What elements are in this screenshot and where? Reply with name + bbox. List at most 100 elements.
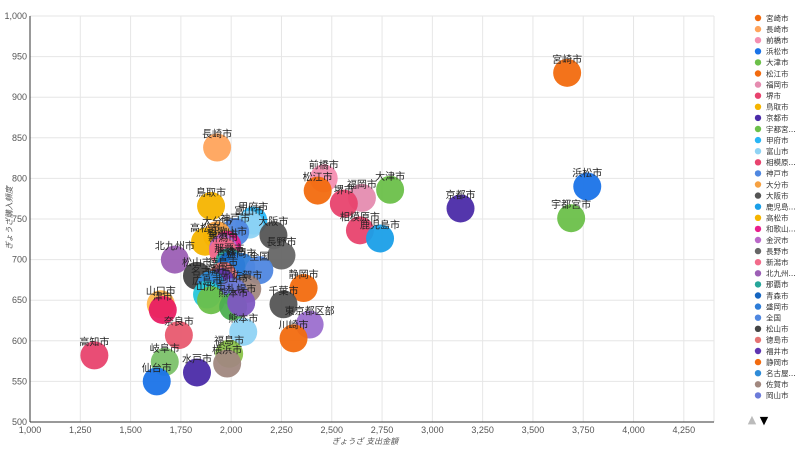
data-point-label: 大阪市 xyxy=(258,215,288,228)
legend-label: 青森市 xyxy=(766,290,789,300)
data-point-label: 前橋市 xyxy=(309,158,339,171)
legend-label: 金沢市 xyxy=(766,235,789,245)
legend-item[interactable]: 相模原... xyxy=(754,157,796,167)
x-axis-title: ぎょうざ 支出金額 xyxy=(332,437,400,446)
data-point[interactable] xyxy=(80,341,109,370)
legend-item[interactable]: 福井市 xyxy=(754,346,789,356)
legend-item[interactable]: 甲府市 xyxy=(754,135,789,145)
legend-swatch xyxy=(754,292,762,299)
legend-swatch xyxy=(754,370,762,377)
legend-item[interactable]: 福岡市 xyxy=(754,79,789,89)
legend-swatch xyxy=(754,25,762,33)
data-point[interactable] xyxy=(573,172,602,201)
legend-swatch xyxy=(754,181,762,188)
data-point[interactable] xyxy=(148,295,177,324)
data-point-label: 札幌市 xyxy=(226,283,256,296)
data-point[interactable] xyxy=(142,367,171,396)
legend-item[interactable]: 神戸市 xyxy=(754,168,789,178)
data-point-label: 堺市 xyxy=(334,184,354,197)
legend-label: 松山市 xyxy=(766,324,789,334)
legend-label: 甲府市 xyxy=(766,135,789,145)
legend-page-down-button[interactable]: ▼ xyxy=(760,414,769,427)
legend-item[interactable]: 盛岡市 xyxy=(754,301,789,311)
legend-item[interactable]: 佐賀市 xyxy=(754,379,789,389)
data-point[interactable] xyxy=(553,58,582,87)
legend-item[interactable]: 長崎市 xyxy=(754,24,789,34)
data-point-label: 福島市 xyxy=(214,334,244,347)
legend-item[interactable]: 富山市 xyxy=(754,146,789,156)
y-tick-label: 1,000 xyxy=(4,11,27,21)
legend-swatch xyxy=(754,92,762,99)
data-point-label: 大津市 xyxy=(375,170,405,183)
legend-item[interactable]: 青森市 xyxy=(754,290,789,300)
data-point-label: 新潟市 xyxy=(208,231,238,244)
data-point-label: 横浜市 xyxy=(212,344,242,357)
legend-item[interactable]: 京都市 xyxy=(754,113,789,123)
legend-item[interactable]: 長野市 xyxy=(754,246,789,256)
data-point-label: 佐賀市 xyxy=(232,269,262,282)
data-point[interactable] xyxy=(160,245,189,274)
legend-label: 相模原... xyxy=(766,157,796,167)
data-point-label: 大分市 xyxy=(202,215,232,228)
data-point[interactable] xyxy=(376,175,405,204)
legend-label: 岡山市 xyxy=(766,390,789,400)
x-tick-label: 2,000 xyxy=(220,425,243,435)
legend-item[interactable]: 和歌山... xyxy=(754,224,796,234)
data-point[interactable] xyxy=(279,324,308,353)
data-point-label: 山形市 xyxy=(196,280,226,293)
data-point[interactable] xyxy=(269,290,298,319)
legend-item[interactable]: 全国 xyxy=(754,313,781,323)
legend-page-up-button[interactable]: ▲ xyxy=(748,413,757,426)
data-point-label: 奈良市 xyxy=(164,315,194,328)
legend-item[interactable]: 名古屋... xyxy=(754,368,796,378)
data-point[interactable] xyxy=(329,189,358,218)
legend-label: 佐賀市 xyxy=(766,379,789,389)
legend-item[interactable]: 静岡市 xyxy=(754,357,789,367)
data-point[interactable] xyxy=(446,194,475,223)
legend-item[interactable]: 大津市 xyxy=(754,57,789,67)
legend-item[interactable]: 高松市 xyxy=(754,213,789,223)
legend-item[interactable]: 大阪市 xyxy=(754,190,789,200)
data-point[interactable] xyxy=(182,358,211,387)
legend-swatch xyxy=(754,336,762,344)
legend-item[interactable]: 鳥取市 xyxy=(754,102,789,112)
legend-item[interactable]: 新潟市 xyxy=(754,257,789,267)
data-point[interactable] xyxy=(229,317,258,346)
data-point[interactable] xyxy=(303,176,332,205)
legend-item[interactable]: 浜松市 xyxy=(754,46,789,56)
data-point[interactable] xyxy=(289,274,318,303)
data-point-label: 川崎市 xyxy=(279,318,309,331)
legend-item[interactable]: 前橋市 xyxy=(754,35,789,45)
legend-item[interactable]: 大分市 xyxy=(754,179,789,189)
legend-item[interactable]: 宇都宮... xyxy=(754,124,796,134)
data-point-label: 長崎市 xyxy=(202,128,232,141)
data-point[interactable] xyxy=(164,321,193,350)
data-point[interactable] xyxy=(213,349,242,378)
legend-item[interactable]: 堺市 xyxy=(754,91,782,101)
data-point[interactable] xyxy=(366,224,395,253)
data-point[interactable] xyxy=(557,204,586,233)
data-point-label: 津市 xyxy=(153,290,173,303)
legend-item[interactable]: 松江市 xyxy=(754,68,789,78)
data-point[interactable] xyxy=(227,288,256,317)
legend-item[interactable]: 宮崎市 xyxy=(754,13,789,23)
data-point[interactable] xyxy=(203,133,232,162)
legend-swatch xyxy=(754,247,762,255)
legend-item[interactable]: 金沢市 xyxy=(754,235,789,245)
legend-label: 長野市 xyxy=(766,246,789,256)
legend-item[interactable]: 徳島市 xyxy=(754,335,789,345)
legend-item[interactable]: 鹿児島... xyxy=(754,202,796,212)
data-point[interactable] xyxy=(197,286,226,315)
legend-item[interactable]: 北九州... xyxy=(754,269,796,278)
data-points xyxy=(80,58,602,396)
legend-item[interactable]: 松山市 xyxy=(754,324,789,334)
legend-label: 福岡市 xyxy=(766,79,789,89)
legend-item[interactable]: 岡山市 xyxy=(754,390,789,400)
legend-label: 鹿児島... xyxy=(766,202,796,212)
data-point[interactable] xyxy=(267,241,296,270)
legend-item[interactable]: 那覇市 xyxy=(754,279,789,289)
data-point-label: 和歌山市 xyxy=(207,225,247,238)
data-point-label: 福岡市 xyxy=(347,178,377,191)
data-point-label: 福井市 xyxy=(206,262,236,275)
data-point[interactable] xyxy=(197,192,226,221)
